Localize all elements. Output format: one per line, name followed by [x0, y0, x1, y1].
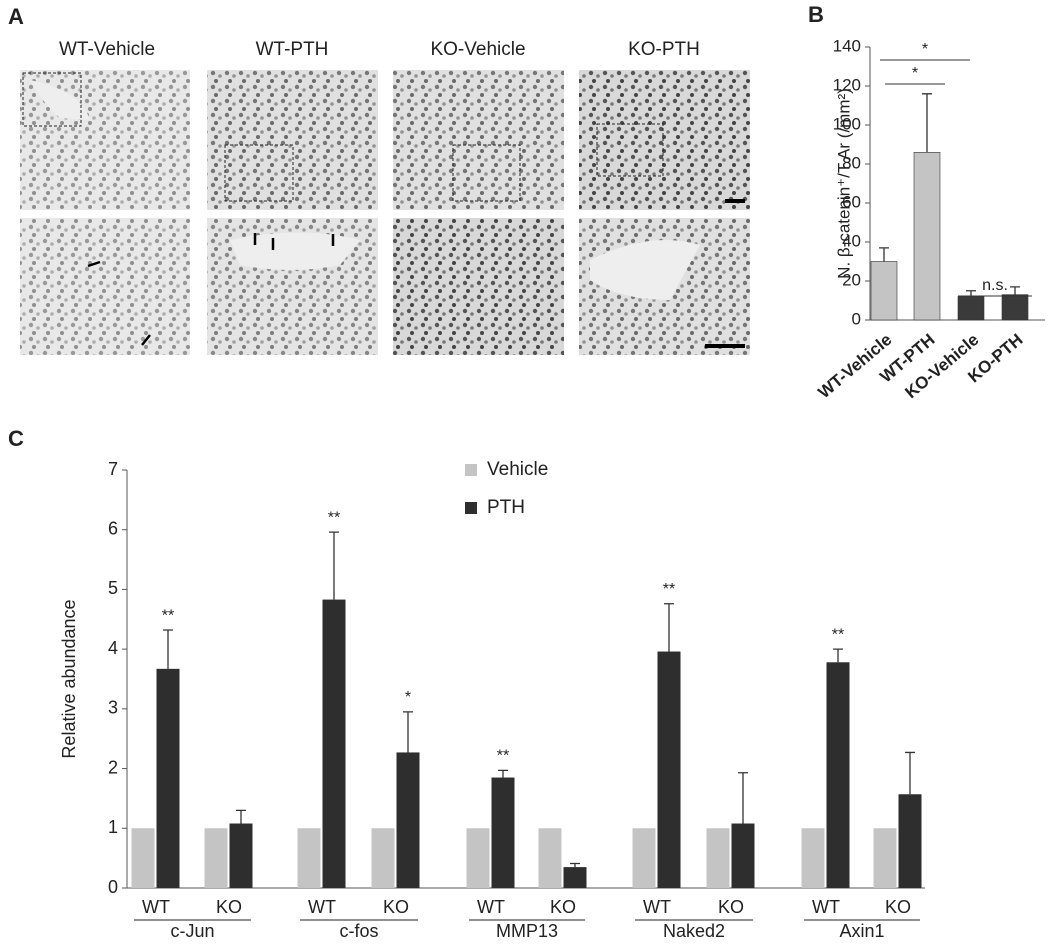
- bar: [1001, 294, 1029, 321]
- x-tick-label: KO: [383, 897, 409, 917]
- bar: [371, 828, 395, 888]
- bar: [538, 828, 562, 888]
- y-tick-label: 6: [108, 518, 118, 538]
- bar: [706, 828, 730, 888]
- y-tick-label: 20: [842, 270, 861, 289]
- y-tick-label: 120: [833, 75, 861, 94]
- error-bar: [833, 648, 843, 663]
- bar: [563, 867, 587, 888]
- error-bar: [329, 531, 339, 600]
- group-label: c-fos: [339, 921, 378, 941]
- bar: [632, 828, 656, 888]
- micrographs: [20, 70, 750, 355]
- error-bar: [879, 247, 889, 262]
- legend-swatch: [465, 502, 477, 514]
- y-tick-label: 4: [108, 638, 118, 658]
- x-tick-label: KO: [550, 897, 576, 917]
- y-tick-label: 80: [842, 153, 861, 172]
- error-bar: [236, 809, 246, 824]
- bar: [957, 296, 985, 321]
- significance-label: **: [328, 509, 340, 526]
- significance-label: *: [922, 41, 928, 58]
- bar: [131, 828, 155, 888]
- y-tick-label: 1: [108, 817, 118, 837]
- micrograph-title: WT-Vehicle: [59, 39, 155, 60]
- x-tick-label: KO: [718, 897, 744, 917]
- bar: [870, 261, 898, 321]
- bar: [913, 152, 941, 321]
- x-tick-label: WT: [308, 897, 336, 917]
- group-label: MMP13: [496, 921, 558, 941]
- error-bar: [570, 862, 580, 868]
- bar: [731, 823, 755, 888]
- bar: [491, 777, 515, 888]
- panel-label: C: [8, 426, 24, 451]
- micrograph-title: WT-PTH: [256, 39, 329, 60]
- y-axis-label: Relative abundance: [59, 599, 79, 758]
- group-label: Naked2: [663, 921, 725, 941]
- x-tick-label: KO: [885, 897, 911, 917]
- error-bar: [498, 769, 508, 778]
- x-tick-label: WT: [812, 897, 840, 917]
- error-bar: [163, 629, 173, 669]
- legend-label: Vehicle: [487, 459, 548, 480]
- legend-swatch: [465, 464, 477, 476]
- x-tick-label: KO: [216, 897, 242, 917]
- y-tick-label: 60: [842, 192, 861, 211]
- error-bar: [403, 711, 413, 753]
- y-tick-label: 3: [108, 698, 118, 718]
- bar: [873, 828, 897, 888]
- significance-label: **: [663, 581, 675, 598]
- significance-label: **: [162, 607, 174, 624]
- significance-label: *: [912, 65, 918, 82]
- y-tick-label: 2: [108, 757, 118, 777]
- y-tick-label: 100: [833, 114, 861, 133]
- error-bar: [664, 603, 674, 652]
- x-tick-label: WT: [643, 897, 671, 917]
- y-tick-label: 140: [833, 36, 861, 55]
- significance-label: **: [832, 626, 844, 643]
- y-tick-label: 5: [108, 578, 118, 598]
- error-bar: [922, 93, 932, 153]
- group-label: c-Jun: [170, 921, 214, 941]
- panel-label: A: [8, 4, 24, 29]
- y-tick-label: 40: [842, 231, 861, 250]
- bar: [396, 752, 420, 888]
- x-tick-label: WT: [142, 897, 170, 917]
- y-tick-label: 7: [108, 459, 118, 479]
- micrograph-title: KO-Vehicle: [430, 39, 525, 60]
- bar: [898, 794, 922, 888]
- bar: [657, 651, 681, 888]
- significance-label: *: [405, 689, 411, 706]
- y-axis-label: N. β-catenin⁺/T.Ar (/mm²): [834, 88, 853, 279]
- micrograph-title: KO-PTH: [628, 39, 700, 60]
- significance-label: **: [497, 748, 509, 765]
- error-bar: [738, 772, 748, 824]
- panel-label: B: [808, 2, 824, 27]
- y-tick-label: 0: [108, 877, 118, 897]
- bar: [826, 662, 850, 888]
- error-bar: [1010, 286, 1020, 295]
- bar: [229, 823, 253, 888]
- error-bar: [905, 751, 915, 795]
- bar: [204, 828, 228, 888]
- legend-label: PTH: [487, 497, 525, 518]
- bar: [801, 828, 825, 888]
- bar: [156, 668, 180, 888]
- bar: [322, 599, 346, 888]
- group-label: Axin1: [839, 921, 884, 941]
- x-tick-label: WT: [477, 897, 505, 917]
- significance-label: n.s.: [982, 277, 1008, 294]
- bar: [297, 828, 321, 888]
- y-tick-label: 0: [852, 309, 861, 328]
- bar: [466, 828, 490, 888]
